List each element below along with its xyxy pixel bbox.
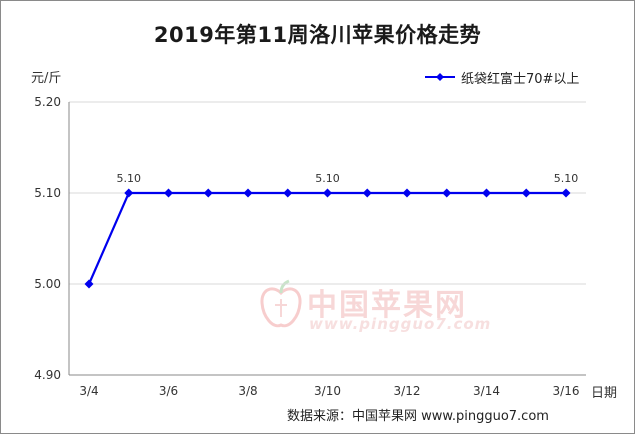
y-axis-unit: 元/斤 <box>31 71 62 86</box>
data-point <box>521 188 531 198</box>
y-tick-label: 5.20 <box>34 95 61 109</box>
x-tick-label: 3/10 <box>314 384 341 398</box>
data-point <box>442 188 452 198</box>
chart-title: 2019年第11周洛川苹果价格走势 <box>153 23 482 47</box>
data-point <box>84 279 94 289</box>
x-tick-label: 3/12 <box>394 384 421 398</box>
x-tick-label: 3/14 <box>473 384 500 398</box>
x-tick-label: 3/4 <box>79 384 98 398</box>
y-tick-label: 5.00 <box>34 277 61 291</box>
legend: 纸袋红富士70#以上 <box>425 68 580 87</box>
data-point <box>402 188 412 198</box>
data-label: 5.10 <box>554 172 579 185</box>
watermark-en-text: www.pingguo7.com <box>309 315 492 333</box>
data-point <box>164 188 173 198</box>
data-point <box>482 188 491 198</box>
x-axis-label: 日期 <box>591 386 618 401</box>
y-tick-label: 4.90 <box>34 368 61 382</box>
apple-logo-icon <box>260 279 302 328</box>
legend-swatch-icon <box>425 73 455 81</box>
data-point <box>203 188 213 198</box>
data-label: 5.10 <box>117 172 142 185</box>
watermark: 中国苹果网 www.pingguo7.com <box>259 279 499 339</box>
data-point <box>124 188 134 198</box>
data-point <box>323 188 332 198</box>
x-tick-label: 3/6 <box>159 384 178 398</box>
x-tick-label: 3/16 <box>553 384 580 398</box>
legend-label: 纸袋红富士70#以上 <box>461 71 580 87</box>
y-tick-label: 5.10 <box>34 186 61 200</box>
data-point <box>362 188 372 198</box>
data-source: 数据来源：中国苹果网 www.pingguo7.com <box>287 409 549 424</box>
data-point <box>243 188 253 198</box>
series-line <box>87 191 566 285</box>
watermark-cn-text: 中国苹果网 <box>307 288 467 323</box>
data-point <box>561 188 571 198</box>
data-point <box>283 188 293 198</box>
data-label: 5.10 <box>315 172 340 185</box>
x-tick-label: 3/8 <box>238 384 257 398</box>
